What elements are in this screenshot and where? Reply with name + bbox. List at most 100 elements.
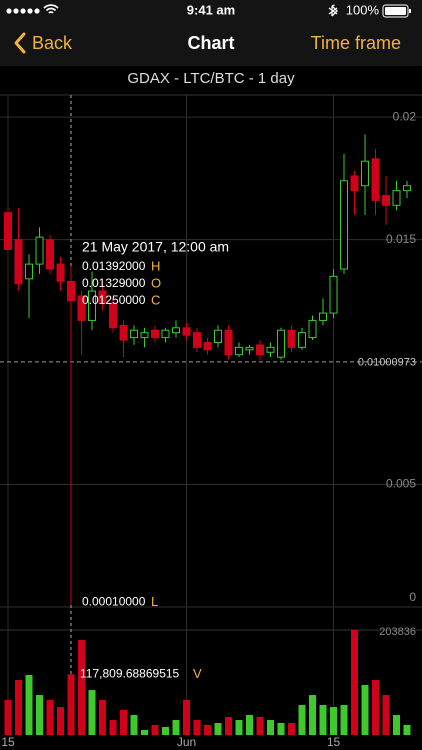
candle-body — [329, 275, 338, 314]
candle-body — [14, 239, 23, 285]
signal — [6, 8, 40, 14]
crosshair-low: 0.00010000 — [82, 595, 146, 609]
candle-body — [77, 295, 86, 321]
volume-bar — [256, 717, 264, 735]
volume-bar — [162, 727, 169, 735]
volume-bar — [330, 707, 337, 735]
y-tick-label: 0 — [409, 590, 416, 604]
candle-body — [361, 160, 369, 187]
status-time: 9:41 am — [187, 2, 235, 17]
candle-body — [287, 329, 296, 348]
candle-body — [109, 302, 117, 329]
candle-body — [182, 327, 191, 336]
candle-body — [319, 312, 327, 321]
chart-title: GDAX - LTC/BTC - 1 day — [127, 70, 295, 87]
y-tick-label: 0.02 — [393, 109, 417, 123]
y-tick-label: 0.005 — [386, 477, 416, 491]
volume-bar — [130, 715, 138, 735]
volume-bar — [309, 695, 316, 735]
candle-body — [256, 344, 264, 356]
volume-bar — [340, 705, 348, 735]
candle-body — [25, 263, 33, 280]
candle-body — [193, 332, 201, 348]
candle-body — [46, 239, 54, 270]
candle-body — [392, 190, 401, 206]
candle-body — [266, 346, 275, 353]
candle-body — [140, 332, 149, 339]
candle-body — [382, 195, 390, 206]
volume-bar — [214, 722, 222, 735]
crosshair-letter: O — [151, 275, 161, 290]
candle-body — [371, 158, 380, 201]
volume-bar — [109, 720, 117, 735]
volume-bar — [382, 695, 390, 735]
volume-bar — [120, 710, 127, 735]
candle-body — [35, 236, 44, 265]
crosshair-value: 0.01329000 — [82, 276, 146, 290]
candle-body — [151, 329, 159, 339]
volume-bar — [183, 700, 190, 735]
bluetooth-icon — [328, 4, 338, 17]
candle-body — [4, 212, 12, 250]
candle-body — [172, 327, 180, 334]
volume-bar — [151, 725, 159, 735]
volume-bar — [57, 707, 64, 735]
candle-body — [88, 290, 96, 321]
candle-body — [224, 329, 233, 356]
candle-body — [298, 332, 306, 348]
volume-bar — [193, 720, 201, 735]
volume-bar — [361, 685, 369, 735]
volume-bar — [204, 725, 211, 735]
battery-icon — [382, 4, 411, 18]
volume-tick-label: 203836 — [379, 626, 416, 638]
y-tick-label: 0.015 — [386, 232, 416, 246]
wifi-icon — [43, 4, 59, 14]
volume-bar — [99, 700, 106, 735]
volume-bar — [46, 700, 54, 735]
header-bg — [0, 0, 422, 66]
volume-bar — [246, 715, 253, 735]
candle-body — [98, 290, 107, 304]
crosshair-date: 21 May 2017, 12:00 am — [82, 239, 229, 255]
volume-bar — [25, 674, 33, 735]
candle-body — [67, 280, 75, 302]
volume-bar — [15, 679, 22, 735]
volume-bar — [141, 730, 148, 735]
candle-body — [161, 329, 170, 339]
volume-bar — [88, 690, 96, 735]
x-tick-label: 15 — [327, 735, 341, 749]
x-tick-label: Jun — [177, 735, 196, 749]
volume-bar — [235, 720, 243, 735]
volume-bar — [36, 695, 43, 735]
candle-body — [340, 180, 348, 270]
time-frame-button[interactable]: Time frame — [311, 33, 401, 53]
volume-bar — [403, 725, 411, 735]
volume-bar — [319, 705, 327, 735]
back-button[interactable]: Back — [32, 33, 73, 53]
candle-body — [56, 263, 65, 282]
candle-body — [245, 346, 254, 351]
candle-body — [350, 175, 359, 192]
crosshair-volume-letter: V — [193, 666, 202, 681]
volume-bar — [288, 722, 295, 735]
candle-body — [235, 346, 243, 356]
volume-bar — [393, 715, 400, 735]
volume-bar — [298, 705, 306, 735]
volume-bar — [267, 720, 274, 735]
nav-title: Chart — [187, 33, 234, 53]
back-chevron[interactable] — [14, 32, 26, 54]
crosshair-letter: H — [151, 258, 160, 273]
crosshair-value: 0.01392000 — [82, 259, 146, 273]
volume-bar — [372, 679, 379, 735]
battery-text: 100% — [346, 2, 380, 17]
candle-body — [130, 329, 138, 339]
volume-bar — [351, 630, 358, 735]
volume-bar — [225, 717, 232, 735]
volume-bar — [277, 722, 285, 735]
candle-body — [308, 319, 317, 339]
crosshair-value: 0.01250000 — [82, 293, 146, 307]
crosshair-volume: 117,809.68869515 — [80, 666, 180, 680]
volume-bar — [78, 640, 85, 735]
